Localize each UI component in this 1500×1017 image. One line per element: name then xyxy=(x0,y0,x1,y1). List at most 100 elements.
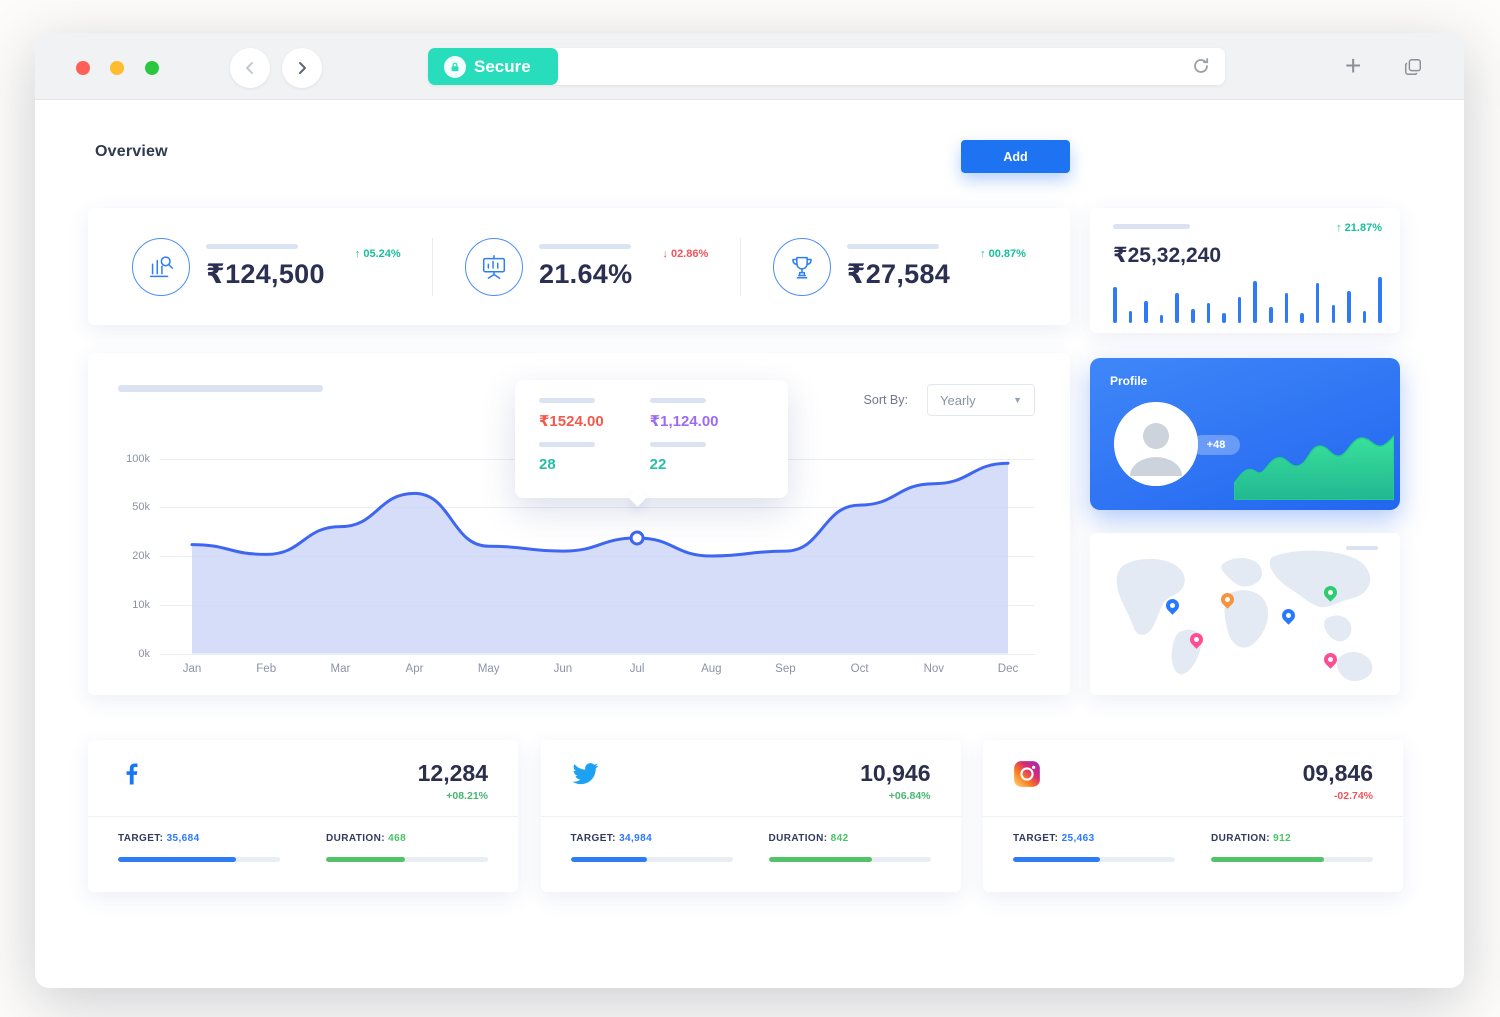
new-tab-icon[interactable]: + xyxy=(1345,50,1362,81)
tabs-icon[interactable] xyxy=(1403,57,1423,82)
duration-progress-bar xyxy=(1211,857,1373,862)
duration-value: 468 xyxy=(388,833,407,844)
stat-item: ₹124,500 ↑ 05.24% xyxy=(132,237,401,296)
sparkline-bar xyxy=(1175,293,1179,323)
sort-by-label: Sort By: xyxy=(863,393,908,407)
sparkline-bar xyxy=(1222,313,1226,323)
skeleton-line xyxy=(539,398,595,403)
divider xyxy=(88,816,518,817)
stats-card: ₹124,500 ↑ 05.24% 21.64% ↓ 02.86% ₹27,58… xyxy=(88,208,1070,325)
url-bar: Secure xyxy=(428,48,1225,85)
social-stats: 12,284 +08.21% xyxy=(418,760,488,802)
sparkline-bar xyxy=(1362,311,1367,323)
twitter-icon xyxy=(571,760,599,793)
target-metric: TARGET: 25,463 xyxy=(1013,833,1175,862)
browser-window: Secure + Overview Add ₹124,500 ↑ 05.24% xyxy=(35,33,1464,988)
stats-divider xyxy=(739,237,741,296)
duration-metric: DURATION: 468 xyxy=(326,833,488,862)
sparkline-bar xyxy=(1284,293,1289,323)
target-label: TARGET: 35,684 xyxy=(118,833,200,844)
tooltip-value-2: ₹1,124.00 xyxy=(649,413,719,430)
back-button[interactable] xyxy=(230,48,270,88)
skeleton-line xyxy=(1346,546,1378,550)
chart-tooltip: ₹1524.00 28 ₹1,124.00 22 xyxy=(515,380,788,498)
social-card-top: 09,846 -02.74% xyxy=(1013,760,1373,816)
chevron-down-icon: ▼ xyxy=(1013,395,1022,405)
avatar[interactable] xyxy=(1114,402,1198,486)
sparkline-bar xyxy=(1128,311,1133,323)
duration-value: 842 xyxy=(830,833,849,844)
add-button[interactable]: Add xyxy=(961,140,1070,173)
sparkline-bar xyxy=(1237,297,1242,323)
close-button[interactable] xyxy=(76,61,90,75)
sparkline-bar xyxy=(1159,315,1164,323)
divider xyxy=(540,816,961,817)
skeleton-line xyxy=(206,243,298,249)
minimize-button[interactable] xyxy=(110,61,124,75)
page-title: Overview xyxy=(95,143,168,160)
main-chart-card: Sort By: Yearly ▼ 100k 50k 20k 10k 0k Jan Feb M… xyxy=(88,353,1070,695)
sort-dropdown[interactable]: Yearly ▼ xyxy=(927,384,1035,416)
browser-chrome: Secure + xyxy=(35,33,1464,100)
world-map xyxy=(1116,550,1373,681)
sparkline-bar xyxy=(1253,281,1257,323)
stat-body: ₹124,500 xyxy=(206,243,325,290)
skeleton-line xyxy=(649,398,706,403)
target-label: TARGET: 25,463 xyxy=(1013,833,1095,844)
sparkline-bar xyxy=(1191,309,1195,323)
data-point-marker[interactable] xyxy=(629,530,645,546)
divider xyxy=(983,816,1403,817)
person-icon xyxy=(1114,402,1198,486)
lock-icon xyxy=(444,55,466,78)
social-value: 09,846 xyxy=(1302,760,1373,786)
sparkline-bar xyxy=(1300,313,1304,323)
duration-value: 912 xyxy=(1273,833,1292,844)
skeleton-line xyxy=(846,243,939,249)
stat-value: ₹27,584 xyxy=(846,258,951,289)
revenue-bar-sparkline xyxy=(1113,275,1382,323)
target-label: TARGET: 34,984 xyxy=(570,833,653,844)
stat-change: ↓ 02.86% xyxy=(662,247,709,260)
social-card-top: 12,284 +08.21% xyxy=(118,760,488,816)
followers-badge: +48 xyxy=(1192,435,1240,455)
line-series xyxy=(190,461,1010,558)
sparkline-bar xyxy=(1315,283,1320,323)
trophy-icon xyxy=(772,237,831,296)
sparkline-bar xyxy=(1347,291,1351,323)
sparkline-bar xyxy=(1144,301,1148,323)
tooltip-count-1: 28 xyxy=(539,456,556,473)
stat-value: 21.64% xyxy=(539,258,633,289)
tooltip-count-2: 22 xyxy=(649,456,667,473)
sort-value: Yearly xyxy=(940,392,976,408)
profile-title: Profile xyxy=(1110,374,1148,388)
facebook-icon xyxy=(118,760,146,793)
url-input[interactable] xyxy=(558,58,1225,75)
revenue-value: ₹25,32,240 xyxy=(1113,244,1222,267)
stat-change: ↑ 00.87% xyxy=(980,247,1026,260)
social-value: 12,284 xyxy=(417,760,488,786)
target-metric: TARGET: 34,984 xyxy=(570,833,733,862)
refresh-icon[interactable] xyxy=(1191,56,1213,78)
chevron-right-icon xyxy=(299,62,306,74)
secure-badge[interactable]: Secure xyxy=(428,48,558,85)
world-map-card xyxy=(1090,533,1400,695)
maximize-button[interactable] xyxy=(145,61,159,75)
stats-divider xyxy=(432,237,434,296)
forward-button[interactable] xyxy=(282,48,322,88)
social-metrics: TARGET: 25,463 DURATION: 912 xyxy=(1013,833,1373,862)
duration-metric: DURATION: 912 xyxy=(1211,833,1373,862)
social-cards-row: 12,284 +08.21% TARGET: 35,684 DURATION: … xyxy=(88,740,1403,892)
sparkline-bar xyxy=(1206,303,1211,323)
social-card-twitter: 10,946 +06.84% TARGET: 34,984 DURATION: … xyxy=(540,740,961,892)
analytics-search-icon xyxy=(132,237,190,296)
duration-label: DURATION: 468 xyxy=(326,833,407,844)
social-stats: 09,846 -02.74% xyxy=(1303,760,1373,802)
profile-activity-sparkline xyxy=(1234,434,1394,500)
presentation-chart-icon xyxy=(465,237,524,296)
tooltip-value-1: ₹1524.00 xyxy=(539,413,604,430)
revenue-change: ↑ 21.87% xyxy=(1336,222,1382,234)
area-fill xyxy=(192,463,1008,654)
social-change: +06.84% xyxy=(888,790,931,802)
target-metric: TARGET: 35,684 xyxy=(118,833,280,862)
duration-metric: DURATION: 842 xyxy=(768,833,931,862)
